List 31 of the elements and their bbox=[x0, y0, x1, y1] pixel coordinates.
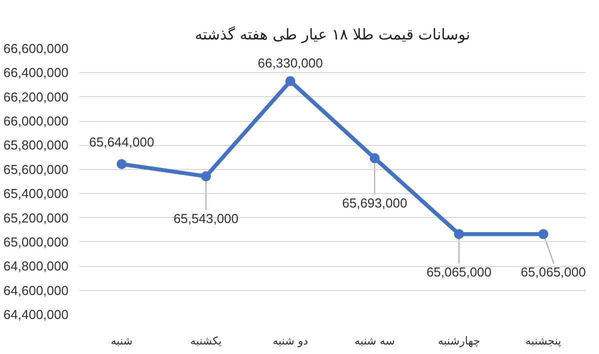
x-tick-label: یکشنبه bbox=[190, 334, 222, 348]
point bbox=[454, 229, 464, 240]
y-tick-label: 66,000,000 bbox=[3, 114, 69, 129]
y-tick-label: 65,000,000 bbox=[3, 234, 69, 250]
y-tick-label: 66,600,000 bbox=[3, 41, 69, 56]
data-label: 65,065,000 bbox=[426, 264, 492, 280]
y-tick-label: 65,400,000 bbox=[3, 186, 69, 202]
y-tick-label: 64,800,000 bbox=[3, 258, 69, 274]
point bbox=[538, 229, 548, 240]
data-label: 65,644,000 bbox=[89, 134, 154, 150]
x-tick-label: شنبه bbox=[110, 334, 133, 348]
data-label: 66,330,000 bbox=[258, 56, 323, 71]
chart-title: نوسانات قیمت طلا ۱۸ عیار طی هفته گذشته bbox=[194, 26, 470, 44]
y-tick-label: 64,400,000 bbox=[3, 307, 69, 322]
x-tick-label: چهارشنبه bbox=[438, 334, 480, 348]
point bbox=[201, 171, 211, 182]
y-tick-label: 66,200,000 bbox=[3, 89, 69, 104]
x-tick-label: پنجشنبه bbox=[525, 334, 562, 348]
data-label: 65,543,000 bbox=[173, 210, 239, 226]
y-tick-label: 64,600,000 bbox=[3, 282, 69, 298]
y-tick-label: 65,200,000 bbox=[3, 210, 69, 226]
point bbox=[370, 153, 380, 164]
point bbox=[116, 159, 127, 170]
y-tick-label: 66,400,000 bbox=[3, 65, 69, 80]
x-tick-label: سه شنبه bbox=[354, 334, 395, 348]
x-tick-label: دو شنبه bbox=[272, 334, 308, 348]
point bbox=[285, 76, 296, 86]
data-label: 65,065,000 bbox=[520, 264, 586, 280]
y-tick-label: 65,800,000 bbox=[3, 138, 69, 153]
data-label: 65,693,000 bbox=[342, 196, 408, 211]
y-tick-label: 65,600,000 bbox=[3, 162, 69, 177]
